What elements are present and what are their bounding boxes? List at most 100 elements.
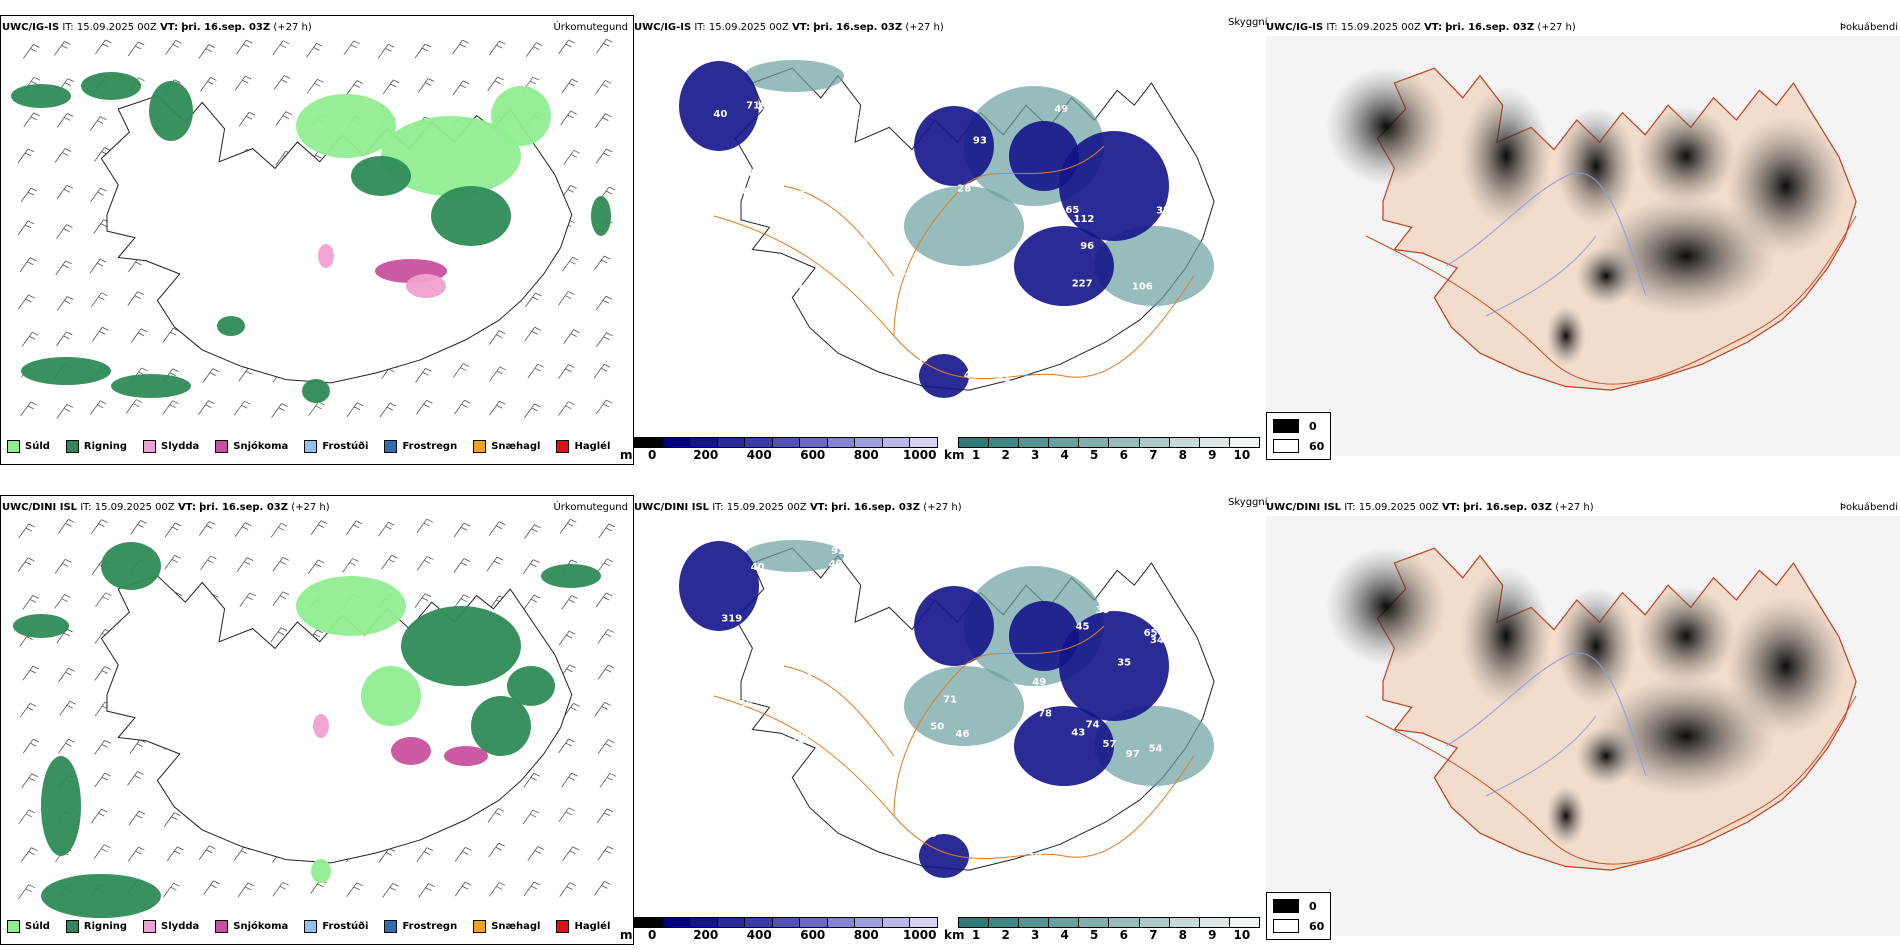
cloudbase-value: 38 <box>1113 321 1127 332</box>
colorbar-cell <box>1199 438 1230 447</box>
cloudbase-value: 74 <box>795 731 809 742</box>
cloudbase-value: 64 <box>1042 324 1056 335</box>
fog-legend-item: 0 <box>1273 899 1324 913</box>
cloudbase-value: 43 <box>1023 298 1037 309</box>
precip-legend-item: Frostregn <box>384 440 457 453</box>
cloudbase-value: 47 <box>890 239 904 250</box>
legend-label: Haglél <box>574 921 611 932</box>
colorbar-cell <box>827 918 856 927</box>
cloudbase-value: 107 <box>941 557 962 568</box>
colorbar-unit: km <box>944 928 965 942</box>
precip-type-panel: Súld Rigning Slydda Snjókoma Frostúði Frostre… <box>0 15 634 465</box>
colorbar-tick-label: 2 <box>1001 928 1010 942</box>
colorbar-tick-label: 1 <box>971 928 981 942</box>
cloudbase-value: 51 <box>1038 329 1052 340</box>
precip-map <box>13 518 617 918</box>
legend-label: Frostúði <box>322 921 369 932</box>
colorbar-cells <box>634 917 938 928</box>
cloudbase-value: 81 <box>850 116 864 127</box>
cloud-map: 4837284032634558651075538374149516264106… <box>679 60 1215 398</box>
colorbar-cell <box>989 918 1020 927</box>
colorbar-cell <box>1019 438 1050 447</box>
colorbar-cell <box>855 438 883 447</box>
cloudbase-value: 136 <box>852 205 873 216</box>
cloudbase-value: 12 <box>854 690 868 701</box>
fog-index-label: Þokuábendi <box>1839 22 1898 33</box>
cloudbase-value: 112 <box>1074 214 1095 225</box>
colorbar-unit: km <box>944 448 965 462</box>
colorbar-labels: 0 200 400 600 800 1000 <box>634 448 938 462</box>
legend-swatch <box>143 920 157 933</box>
colorbar-cell <box>882 438 911 447</box>
cloudbase-value: 62 <box>748 169 762 180</box>
cloudbase-value: 40 <box>713 109 727 120</box>
precip-legend-item: Snjókoma <box>215 920 288 933</box>
colorbar-tick-label: 800 <box>853 928 879 942</box>
colorbar-tick-label: 9 <box>1208 928 1217 942</box>
fog-index-label: Þokuábendi <box>1839 502 1898 513</box>
cloudbase-value: 50 <box>799 184 813 195</box>
colorbar-tick-label: 3 <box>1030 928 1040 942</box>
precip-panel-title: UWC/IG-IS IT: 15.09.2025 00Z VT: þri. 16… <box>2 22 312 33</box>
cloudbase-value: 59 <box>889 646 903 657</box>
colorbar-cell <box>745 918 773 927</box>
precip-legend-item: Rigning <box>65 920 127 933</box>
colorbar-tick-label: 200 <box>693 448 719 462</box>
precip-legend: Súld Rigning Slydda Snjókoma Frostúði Frostre… <box>7 440 626 453</box>
cloudbase-value: 49 <box>770 101 784 112</box>
cloudbase-value: 56 <box>739 780 753 791</box>
colorbar-tick-label: 7 <box>1149 448 1158 462</box>
legend-label: Frostregn <box>402 441 458 452</box>
cloudbase-colorbar: 0 200 400 600 800 1000 m <box>620 917 938 942</box>
cloudbase-value: 105 <box>741 678 762 689</box>
cloudbase-value: 58 <box>951 805 965 816</box>
cloudbase-value: 69 <box>751 296 765 307</box>
legend-swatch <box>556 440 570 453</box>
cloudbase-value: 66 <box>793 622 807 633</box>
cloudbase-value: 46 <box>956 729 970 740</box>
cloudbase-value: 487 <box>964 370 985 381</box>
colorbar-tick-label: 400 <box>746 928 772 942</box>
cloudbase-value: 32 <box>1156 206 1170 217</box>
cloudbase-value: 37 <box>945 327 959 338</box>
precip-legend-item: Slydda <box>143 440 199 453</box>
precip-legend-item: Snæhagl <box>473 920 540 933</box>
cloudbase-value: 97 <box>1126 749 1140 760</box>
colorbar-tick-label: 5 <box>1090 928 1099 942</box>
colorbar-tick-label: 1 <box>971 448 981 462</box>
row-0: Súld Rigning Slydda Snjókoma Frostúði Frostre… <box>0 15 1900 465</box>
colorbar-cell <box>1229 918 1259 927</box>
colorbar-tick-label: 600 <box>800 448 826 462</box>
visibility-colorbar: 1 2 3 4 5 6 7 8 9 10 km <box>944 437 1260 462</box>
cloudbase-value: 38 <box>739 699 753 710</box>
cloudbase-value: 65 <box>1144 628 1158 639</box>
cloudbase-value: 40 <box>751 562 765 573</box>
cloud-panel-title: UWC/DINI ISL IT: 15.09.2025 00Z VT: þri.… <box>634 502 962 513</box>
cloudbase-value: 56 <box>790 738 804 749</box>
cloudbase-colorbar: 0 200 400 600 800 1000 m <box>620 437 938 462</box>
colorbar-cell <box>1049 438 1080 447</box>
colorbar-tick-label: 0 <box>648 928 657 942</box>
colorbar-cell <box>1019 918 1050 927</box>
cloudbase-value: 30 <box>981 86 995 97</box>
cloudbase-value: 43 <box>952 828 966 839</box>
legend-swatch <box>215 920 229 933</box>
precip-legend-item: Frostregn <box>384 920 457 933</box>
cloudbase-value: 36 <box>883 67 897 78</box>
colorbar-labels: 0 200 400 600 800 1000 <box>634 928 938 942</box>
cloudbase-value: 92 <box>831 546 845 557</box>
colorbar-cell <box>1109 918 1140 927</box>
legend-swatch <box>215 440 229 453</box>
colorbar-cells <box>958 437 1260 448</box>
cloudbase-value: 46 <box>850 184 864 195</box>
cloudbase-value: 38 <box>1028 852 1042 863</box>
colorbar-tick-label: 9 <box>1208 448 1217 462</box>
cloudbase-value: 47 <box>748 383 762 394</box>
colorbar-cell <box>1169 438 1200 447</box>
legend-swatch <box>304 440 318 453</box>
precip-legend-item: Haglél <box>556 920 610 933</box>
precip-type-label: Úrkomutegund <box>553 502 628 513</box>
cloudbase-value: 49 <box>1032 677 1046 688</box>
legend-label: Snæhagl <box>491 441 541 452</box>
